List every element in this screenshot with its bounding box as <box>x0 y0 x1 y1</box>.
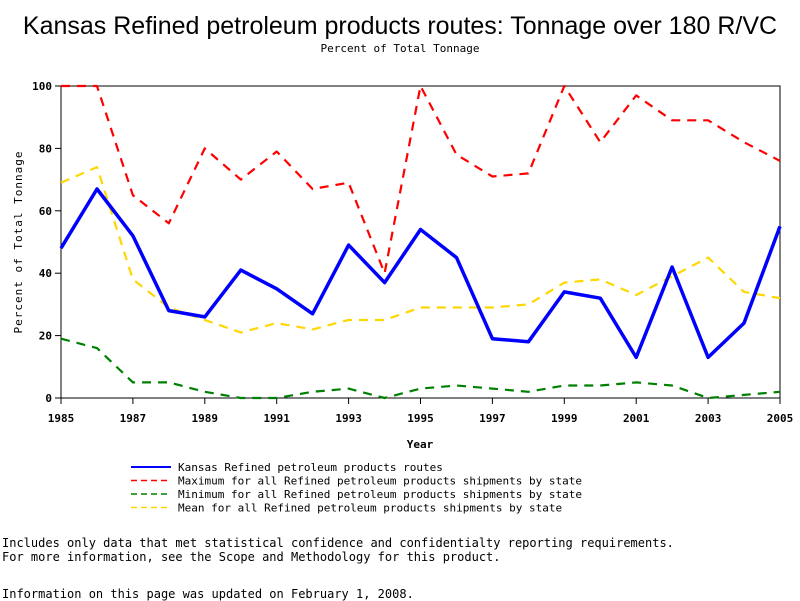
x-tick-label: 2005 <box>767 412 794 425</box>
y-axis-label: Percent of Total Tonnage <box>12 151 25 334</box>
series-lines <box>59 84 782 400</box>
x-tick-label: 1991 <box>263 412 290 425</box>
x-tick-label: 1993 <box>335 412 362 425</box>
chart-title: Kansas Refined petroleum products routes… <box>23 12 777 40</box>
chart-subtitle: Percent of Total Tonnage <box>321 42 480 55</box>
x-tick-label: 1999 <box>551 412 578 425</box>
x-tick-label: 2003 <box>695 412 722 425</box>
x-axis-ticks: 1985 1987 1989 1991 1993 1995 1997 1999 2001 2003… <box>48 398 794 425</box>
footnote-confidence: Includes only data that met statistical … <box>2 536 674 550</box>
y-tick-label: 20 <box>39 330 52 343</box>
y-tick-label: 80 <box>39 142 52 155</box>
legend-label: Kansas Refined petroleum products routes <box>178 461 443 474</box>
series-line-1 <box>61 84 781 275</box>
series-line-0 <box>59 187 782 360</box>
y-tick-label: 0 <box>45 392 52 405</box>
y-axis-ticks: 0 20 40 60 80 100 <box>32 80 61 405</box>
legend-label: Maximum for all Refined petroleum produc… <box>178 475 582 488</box>
x-tick-label: 1997 <box>479 412 506 425</box>
series-line-2 <box>60 337 781 400</box>
x-tick-label: 1995 <box>407 412 434 425</box>
y-tick-label: 40 <box>39 267 52 280</box>
footnote-updated: Information on this page was updated on … <box>2 587 414 601</box>
x-tick-label: 1987 <box>120 412 147 425</box>
y-tick-label: 100 <box>32 80 52 93</box>
x-tick-label: 2001 <box>623 412 650 425</box>
x-tick-label: 1985 <box>48 412 75 425</box>
x-axis-label: Year <box>407 438 434 451</box>
legend-label: Minimum for all Refined petroleum produc… <box>178 488 582 501</box>
y-tick-label: 60 <box>39 205 52 218</box>
legend-label: Mean for all Refined petroleum products … <box>178 502 562 515</box>
legend: Kansas Refined petroleum products routes… <box>131 461 582 515</box>
x-tick-label: 1989 <box>192 412 219 425</box>
plot-frame <box>60 85 781 399</box>
footnote-methodology: For more information, see the Scope and … <box>2 550 501 564</box>
